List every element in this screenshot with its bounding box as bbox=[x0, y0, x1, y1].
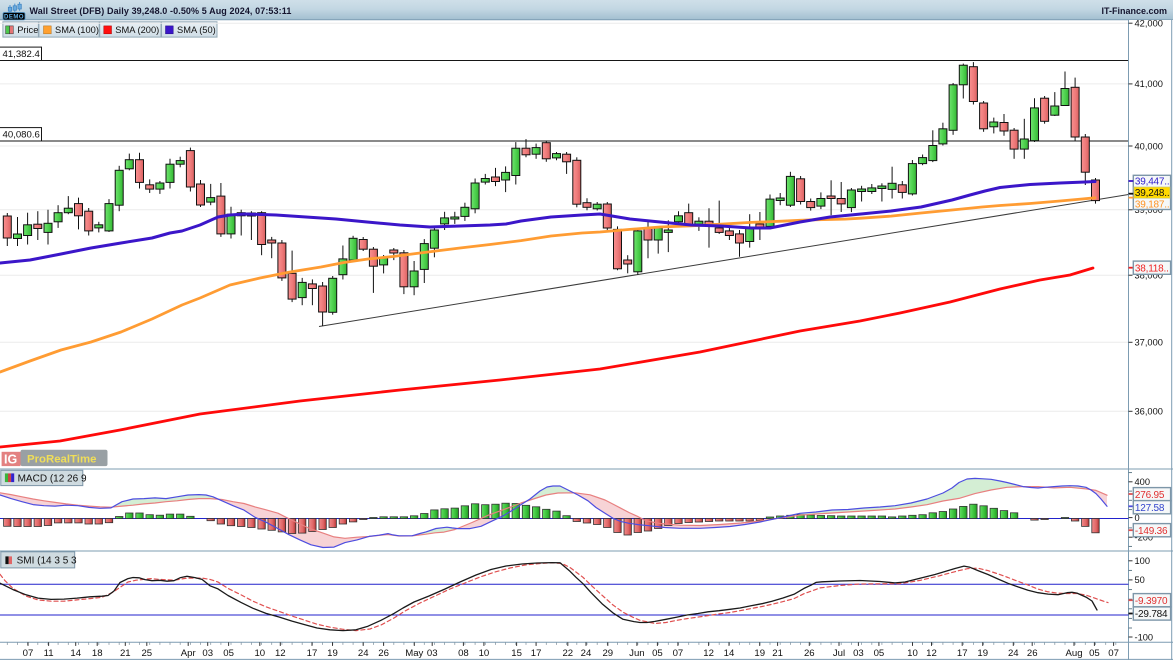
svg-text:Apr: Apr bbox=[181, 648, 197, 659]
svg-text:Price: Price bbox=[17, 25, 38, 35]
svg-text:-100: -100 bbox=[1135, 632, 1154, 642]
svg-text:12: 12 bbox=[926, 648, 937, 659]
svg-text:19: 19 bbox=[327, 648, 338, 659]
svg-text:15: 15 bbox=[511, 648, 522, 659]
svg-text:-29.784: -29.784 bbox=[1135, 609, 1168, 620]
svg-text:10: 10 bbox=[907, 648, 918, 659]
svg-text:37,000: 37,000 bbox=[1135, 338, 1163, 348]
svg-text:SMA (100): SMA (100) bbox=[55, 25, 99, 35]
svg-text:25: 25 bbox=[141, 648, 152, 659]
svg-text:03: 03 bbox=[853, 648, 864, 659]
svg-text:24: 24 bbox=[1008, 648, 1019, 659]
svg-text:400: 400 bbox=[1135, 477, 1151, 487]
svg-text:41,000: 41,000 bbox=[1135, 79, 1163, 89]
svg-text:40,000: 40,000 bbox=[1135, 141, 1163, 151]
svg-text:05: 05 bbox=[874, 648, 885, 659]
svg-text:07: 07 bbox=[1108, 648, 1119, 659]
svg-text:12: 12 bbox=[703, 648, 714, 659]
svg-text:22: 22 bbox=[562, 648, 573, 659]
svg-text:ProRealTime: ProRealTime bbox=[27, 454, 96, 466]
svg-text:39,187..: 39,187.. bbox=[1135, 199, 1170, 210]
svg-text:SMI (14 3 5 3: SMI (14 3 5 3 bbox=[17, 556, 77, 567]
svg-text:05: 05 bbox=[223, 648, 234, 659]
svg-text:17: 17 bbox=[957, 648, 968, 659]
svg-text:14: 14 bbox=[724, 648, 735, 659]
svg-text:Aug: Aug bbox=[1065, 648, 1082, 659]
svg-text:10: 10 bbox=[479, 648, 490, 659]
svg-text:0: 0 bbox=[1135, 513, 1140, 523]
svg-text:39,248..: 39,248.. bbox=[1135, 188, 1170, 199]
svg-text:24: 24 bbox=[358, 648, 369, 659]
svg-text:21: 21 bbox=[772, 648, 783, 659]
svg-text:21: 21 bbox=[120, 648, 131, 659]
svg-text:DEMO: DEMO bbox=[4, 14, 24, 20]
svg-text:39,447..: 39,447.. bbox=[1135, 177, 1170, 188]
svg-text:127.58: 127.58 bbox=[1135, 503, 1165, 514]
svg-text:May: May bbox=[405, 648, 423, 659]
svg-text:29: 29 bbox=[602, 648, 613, 659]
svg-text:-9.3970: -9.3970 bbox=[1135, 596, 1168, 607]
svg-text:26: 26 bbox=[804, 648, 815, 659]
svg-text:24: 24 bbox=[581, 648, 592, 659]
svg-text:19: 19 bbox=[977, 648, 988, 659]
svg-text:18: 18 bbox=[92, 648, 103, 659]
svg-text:38,000: 38,000 bbox=[1135, 271, 1163, 281]
svg-text:12: 12 bbox=[275, 648, 286, 659]
svg-text:IT-Finance.com: IT-Finance.com bbox=[1101, 6, 1167, 16]
svg-text:10: 10 bbox=[254, 648, 265, 659]
svg-text:07: 07 bbox=[673, 648, 684, 659]
svg-text:19: 19 bbox=[754, 648, 765, 659]
svg-text:-200: -200 bbox=[1135, 533, 1154, 543]
svg-text:-149.36: -149.36 bbox=[1135, 526, 1168, 537]
svg-text:40,080.6: 40,080.6 bbox=[3, 130, 40, 141]
svg-text:SMA (50): SMA (50) bbox=[177, 25, 216, 35]
svg-text:17: 17 bbox=[307, 648, 318, 659]
svg-text:08: 08 bbox=[458, 648, 469, 659]
svg-text:100: 100 bbox=[1135, 556, 1151, 566]
svg-text:41,382.4: 41,382.4 bbox=[3, 49, 41, 60]
svg-text:MACD (12 26 9: MACD (12 26 9 bbox=[18, 474, 87, 485]
svg-text:Jun: Jun bbox=[629, 648, 644, 659]
svg-text:11: 11 bbox=[44, 648, 54, 659]
svg-text:SMA (200): SMA (200) bbox=[115, 25, 159, 35]
svg-text:26: 26 bbox=[378, 648, 389, 659]
svg-text:38,118..: 38,118.. bbox=[1135, 263, 1169, 274]
svg-text:03: 03 bbox=[427, 648, 438, 659]
svg-text:IG: IG bbox=[4, 453, 17, 467]
svg-text:276.95: 276.95 bbox=[1135, 490, 1165, 501]
svg-text:Jul: Jul bbox=[833, 648, 845, 659]
svg-text:36,000: 36,000 bbox=[1135, 407, 1163, 417]
svg-text:03: 03 bbox=[202, 648, 213, 659]
svg-text:14: 14 bbox=[70, 648, 81, 659]
svg-text:Wall Street (DFB) Daily 39,248: Wall Street (DFB) Daily 39,248.0 -0.50% … bbox=[30, 6, 292, 16]
svg-text:07: 07 bbox=[23, 648, 34, 659]
svg-text:42,000: 42,000 bbox=[1135, 19, 1163, 29]
svg-text:17: 17 bbox=[531, 648, 542, 659]
svg-text:50: 50 bbox=[1135, 575, 1145, 585]
svg-text:05: 05 bbox=[1089, 648, 1100, 659]
svg-text:26: 26 bbox=[1027, 648, 1038, 659]
svg-text:05: 05 bbox=[652, 648, 663, 659]
